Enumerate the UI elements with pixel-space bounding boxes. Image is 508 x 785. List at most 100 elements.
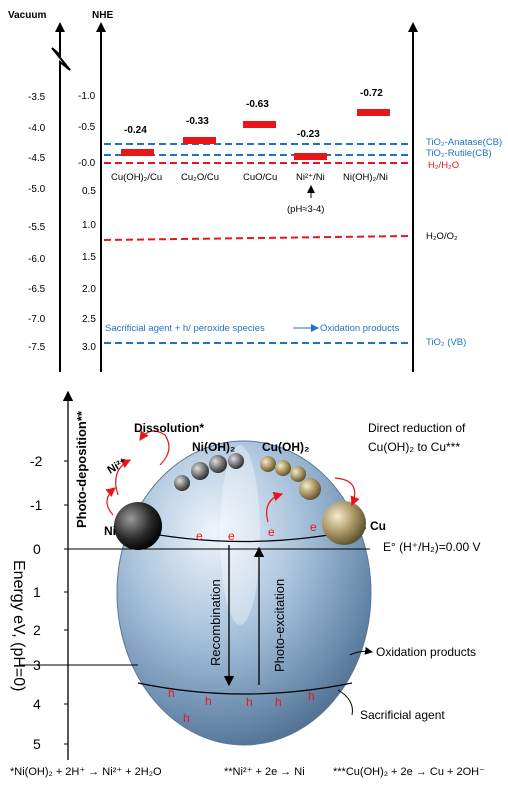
couple-value: -0.72 [360,88,383,99]
nhe-tick: 3.0 [82,342,96,353]
vacuum-tick: -7.0 [28,314,46,325]
sacrificial-agent-label: Sacrificial agent [360,708,445,722]
direct-reduction-line2: Cu(OH)₂ to Cu*** [368,440,460,454]
nioh2-label: Ni(OH)₂ [192,440,235,454]
cu-reduction-arrow-2 [334,477,360,507]
anatase-label: TiO₂-Anatase(CB) [426,137,502,148]
cu-reduction-arrow-1 [266,491,284,523]
vacuum-axis-label: Vacuum [8,10,46,21]
couple-bar [183,137,216,144]
bottom-diagram: Energy eV, (pH=0) -2 -1 0 1 2 3 4 5 Phot… [10,390,481,760]
ni-particle [114,502,162,550]
nhe-axis-arrow [96,22,106,32]
sacrificial-pointer [337,689,353,716]
nhe-axis-label: NHE [92,10,113,21]
vacuum-tick: -5.0 [28,184,46,195]
top-diagram: Vacuum -3.5 -4.0 -4.5 -5.0 -5.5 -6.0 -6.… [8,10,502,372]
oxidation-pointer [349,646,373,656]
deposition-arrow [115,459,132,496]
footer-equations: *Ni(OH)₂ + 2H⁺ → Ni²⁺ + 2H₂O **Ni²⁺ + 2e… [10,766,485,778]
nhe-tick: 2.5 [82,314,96,325]
energy-ticks: -2 -1 0 1 2 3 4 5 [30,453,68,752]
electron: e [268,525,275,539]
vacuum-tick: -5.5 [28,222,46,233]
photo-deposition-label: Photo-deposition** [74,410,89,528]
sacrificial-text: Sacrificial agent + h/ peroxide species [105,323,265,334]
hole: h [205,694,212,708]
couple-value: -0.63 [246,99,269,110]
equation-2: **Ni²⁺ + 2e → Ni [224,766,305,778]
vacuum-tick: -7.5 [28,342,46,353]
cu-particle [322,501,366,545]
nhe-tick: 1.0 [82,220,96,231]
vacuum-tick: -3.5 [28,92,46,103]
vacuum-tick: -4.5 [28,153,46,164]
energy-axis-label: Energy eV, (pH=0) [10,560,27,691]
nhe-tick: 2.0 [82,284,96,295]
nhe-tick: -1.0 [78,91,96,102]
electron: e [228,529,235,543]
equation-3: ***Cu(OH)₂ + 2e → Cu + 2OH⁻ [333,766,485,778]
tio2-particle [116,440,372,746]
hole: h [246,695,253,709]
nioh2-particle [191,462,209,480]
dissolution-arrow [139,430,170,466]
couple-bar [121,149,154,156]
dissolution-label: Dissolution* [134,421,204,435]
cuoh2-label: Cu(OH)₂ [262,440,309,454]
cu-label: Cu [370,519,386,533]
energy-tick: -1 [30,497,43,513]
electron: e [310,520,317,534]
nhe-tick: 1.5 [82,252,96,263]
couple-label: CuO/Cu [243,172,277,183]
vacuum-tick: -6.5 [28,284,46,295]
nioh2-particle [228,453,244,469]
cuoh2-particle [299,478,321,500]
direct-reduction-line1: Direct reduction of [368,421,466,435]
energy-tick: 0 [33,541,41,557]
nhe-tick: -0.5 [78,122,96,133]
nioh2-particle [174,475,190,491]
sphere-highlight [220,445,260,625]
nhe-tick: 0.5 [82,186,96,197]
couple-label: Cu₂O/Cu [181,172,219,183]
ni-label: Ni [104,524,116,538]
cuoh2-particle [260,456,276,472]
equation-1: *Ni(OH)₂ + 2H⁺ → Ni²⁺ + 2H₂O [10,766,162,778]
energy-tick: -2 [30,453,43,469]
valence-band-curve [137,682,353,695]
nhe-tick: -0.0 [78,158,96,169]
vacuum-tick: -4.0 [28,123,46,134]
nioh2-particle [209,455,227,473]
energy-tick: 5 [33,736,41,752]
energy-tick: 2 [33,622,41,638]
couple-label: Ni²⁺/Ni [296,172,325,183]
oxidation-text: Oxidation products [320,323,399,334]
holes: h h h h h h [168,686,315,725]
ni-reduction-arrow [105,487,116,516]
redox-couples: -0.24 Cu(OH)₂/Cu -0.33 Cu₂O/Cu -0.63 CuO… [111,88,390,183]
ph-note: (pH≈3-4) [287,204,324,215]
couple-bar [357,109,390,116]
hole: h [168,686,175,700]
couple-label: Ni(OH)₂/Ni [343,172,388,183]
photo-excitation-label: Photo-excitation [272,579,287,672]
hole: h [183,711,190,725]
nhe-ticks: -1.0 -0.5 -0.0 0.5 1.0 1.5 2.0 2.5 3.0 [78,91,96,353]
couple-bar [294,153,327,160]
oxidation-products-label: Oxidation products [376,645,476,659]
electron: e [196,529,203,543]
e0-label: E° (H⁺/H₂)=0.00 V [383,540,481,554]
recombination-label: Recombination [208,579,223,666]
hole: h [308,689,315,703]
vacuum-axis-arrow [55,22,65,32]
o2-label: H₂O/O₂ [426,231,458,242]
vacuum-axis [51,28,71,372]
hole: h [275,695,282,709]
couple-value: -0.23 [297,129,320,140]
vacuum-ticks: -3.5 -4.0 -4.5 -5.0 -5.5 -6.0 -6.5 -7.0 … [28,92,46,353]
cuoh2-particle [290,466,306,482]
o2-level-line [103,235,412,241]
energy-tick: 1 [33,584,41,600]
energy-tick: 4 [33,696,41,712]
